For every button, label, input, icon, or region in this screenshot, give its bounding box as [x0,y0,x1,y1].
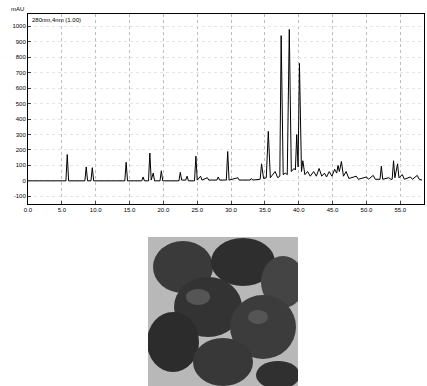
svg-text:0.0: 0.0 [24,207,33,213]
svg-text:200: 200 [16,147,27,153]
svg-text:5.0: 5.0 [58,207,67,213]
svg-text:100: 100 [16,162,27,168]
svg-text:800: 800 [16,54,27,60]
svg-text:25.0: 25.0 [191,207,203,213]
svg-text:280nm,4nm (1.00): 280nm,4nm (1.00) [32,17,81,23]
svg-text:50.0: 50.0 [361,207,373,213]
svg-text:0: 0 [22,178,26,184]
svg-text:300: 300 [16,132,27,138]
svg-text:900: 900 [16,39,27,45]
svg-text:700: 700 [16,70,27,76]
svg-text:40.0: 40.0 [293,207,305,213]
svg-text:10.0: 10.0 [90,207,102,213]
svg-text:600: 600 [16,85,27,91]
svg-text:mAU: mAU [11,6,24,12]
svg-text:15.0: 15.0 [124,207,136,213]
svg-text:30.0: 30.0 [225,207,237,213]
svg-text:20.0: 20.0 [158,207,170,213]
svg-text:45.0: 45.0 [327,207,339,213]
svg-text:-100: -100 [14,193,27,199]
svg-text:35.0: 35.0 [259,207,271,213]
svg-text:55.0: 55.0 [394,207,406,213]
svg-text:400: 400 [16,116,27,122]
svg-text:1000: 1000 [12,23,26,29]
svg-text:500: 500 [16,101,27,107]
